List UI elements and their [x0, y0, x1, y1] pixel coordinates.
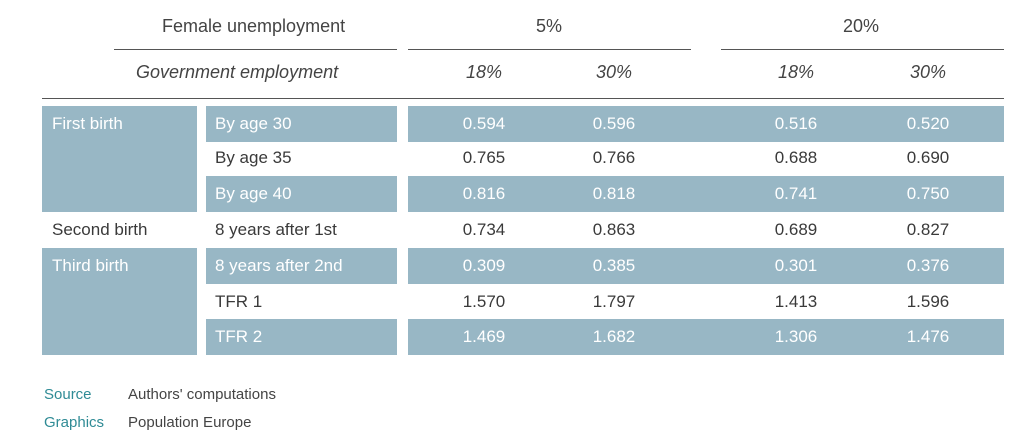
table-cell: 0.520	[906, 114, 950, 133]
table-cell: 1.476	[906, 327, 950, 346]
table-cell: 0.818	[592, 184, 636, 203]
table-cell: 0.765	[462, 148, 506, 167]
table-cell: 0.385	[592, 256, 636, 275]
row-group-label: First birth	[52, 114, 123, 133]
header-rule-5pct	[408, 49, 691, 50]
row-label: 8 years after 1st	[215, 220, 337, 239]
subheader-5pct-30: 30%	[595, 62, 633, 82]
table-cell: 0.816	[462, 184, 506, 203]
row-band	[206, 176, 397, 212]
table-cell: 1.797	[592, 292, 636, 311]
table-cell: 0.689	[774, 220, 818, 239]
table-cell: 1.570	[462, 292, 506, 311]
row-band	[42, 248, 197, 284]
table-top-rule	[42, 98, 1004, 99]
row-band	[408, 248, 1004, 284]
government-employment-label: Government employment	[136, 62, 339, 82]
group-5pct-label: 5%	[536, 16, 563, 36]
row-label: By age 30	[215, 114, 292, 133]
table-cell: 1.596	[906, 292, 950, 311]
header-rule-left	[114, 49, 397, 50]
graphics-label: Graphics	[44, 414, 105, 431]
group-20pct-label: 20%	[843, 16, 880, 36]
table-cell: 0.741	[774, 184, 818, 203]
row-band	[42, 106, 197, 142]
subheader-20pct-30: 30%	[909, 62, 947, 82]
row-group-label: Second birth	[52, 220, 148, 239]
row-label: TFR 1	[215, 292, 263, 311]
group-band	[42, 284, 197, 320]
row-band	[408, 319, 1004, 355]
table-cell: 0.734	[462, 220, 506, 239]
table-cell: 0.827	[906, 220, 950, 239]
row-band	[206, 106, 397, 142]
row-label: By age 35	[215, 148, 292, 167]
table-cell: 0.688	[774, 148, 818, 167]
subheader-5pct-18: 18%	[465, 62, 503, 82]
female-unemployment-label: Female unemployment	[162, 16, 346, 36]
header-rule-20pct	[721, 49, 1004, 50]
table-cell: 0.301	[774, 256, 818, 275]
group-band	[42, 140, 197, 176]
row-band	[408, 106, 1004, 142]
table-cell: 0.766	[592, 148, 636, 167]
row-label: By age 40	[215, 184, 292, 203]
row-label: TFR 2	[215, 327, 263, 346]
table-cell: 1.413	[774, 292, 818, 311]
table-cell: 0.594	[462, 114, 506, 133]
row-band	[206, 248, 397, 284]
source-label: Source	[44, 386, 92, 403]
row-label: 8 years after 2nd	[215, 256, 343, 275]
table-cell: 1.682	[592, 327, 636, 346]
table-cell: 1.469	[462, 327, 506, 346]
table-cell: 0.516	[774, 114, 818, 133]
subheader-20pct-18: 18%	[777, 62, 815, 82]
table-cell: 0.309	[462, 256, 506, 275]
table-cell: 0.596	[592, 114, 636, 133]
row-group-label: Third birth	[52, 256, 129, 275]
table-cell: 0.690	[906, 148, 950, 167]
graphics-value: Population Europe	[128, 414, 252, 431]
row-band	[42, 176, 197, 212]
source-value: Authors' computations	[128, 386, 276, 403]
table-cell: 0.863	[592, 220, 636, 239]
table-cell: 0.376	[906, 256, 950, 275]
row-band	[42, 319, 197, 355]
table-cell: 0.750	[906, 184, 950, 203]
table-cell: 1.306	[774, 327, 818, 346]
row-band	[206, 319, 397, 355]
row-band	[408, 176, 1004, 212]
